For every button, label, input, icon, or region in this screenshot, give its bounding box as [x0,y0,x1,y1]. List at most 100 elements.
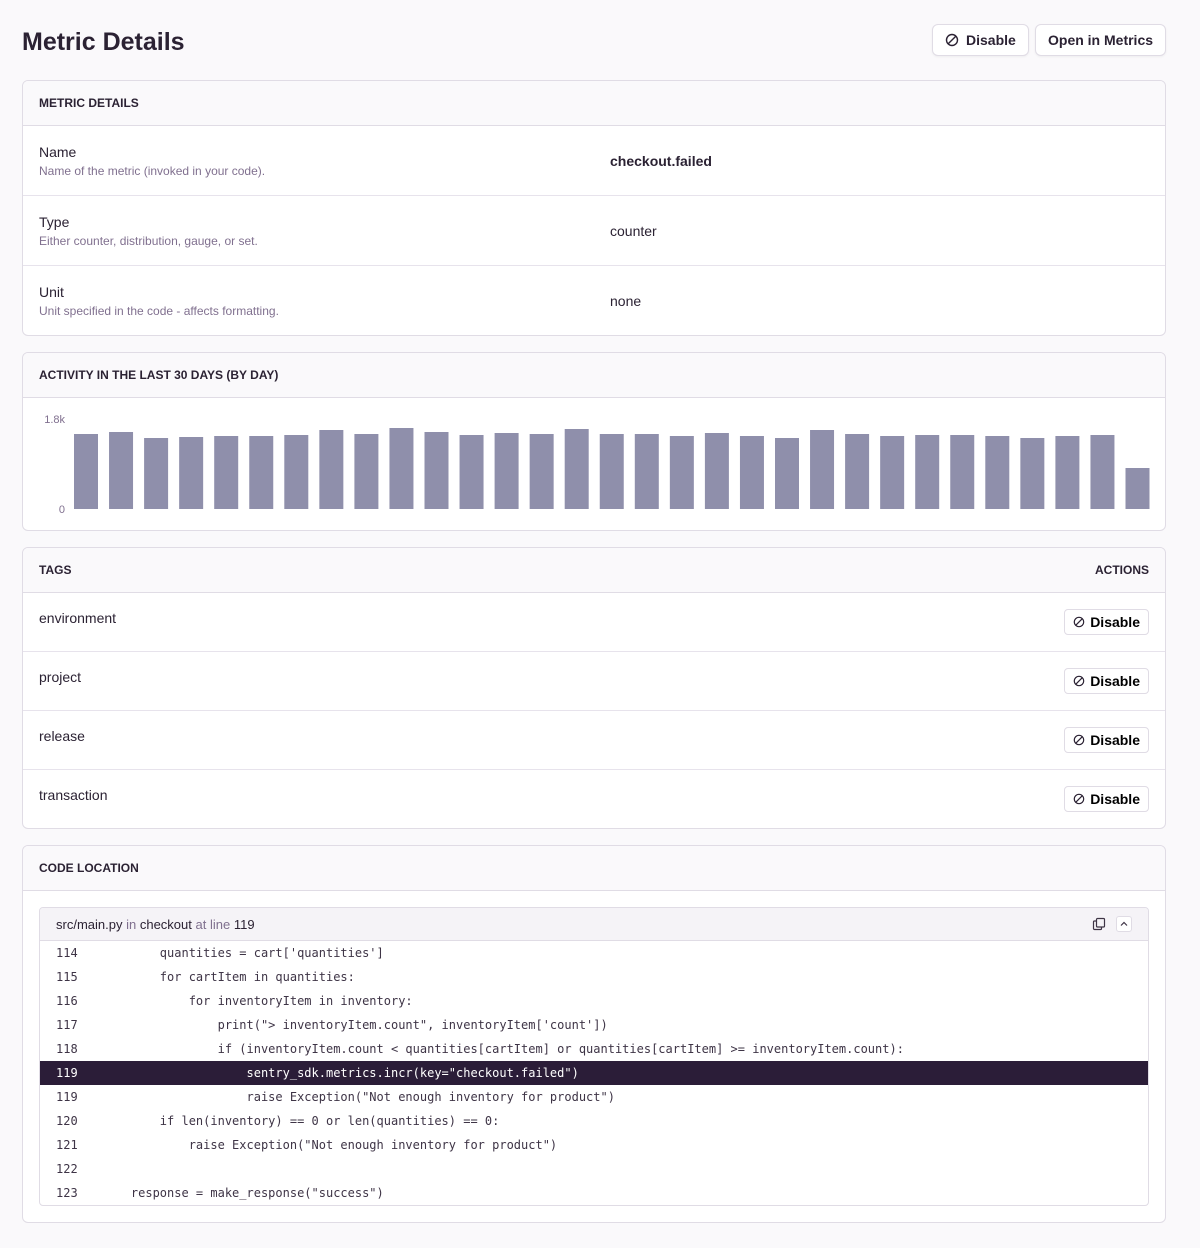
bar [354,434,379,509]
file-name: src/main.py [56,916,123,932]
line-number: 118 [56,1042,78,1056]
bar [880,436,905,509]
code-text: for inventoryItem in inventory: [102,994,413,1008]
line-number: 119 [56,1090,78,1104]
tag-name: project [39,669,82,685]
chevron-up-icon [1120,921,1128,926]
bar [845,434,870,509]
bar [179,437,204,509]
bar [775,438,799,509]
panel-header: Metric Details [23,81,1165,126]
detail-label: Name [39,143,77,160]
disable-tag-button[interactable]: Disable [1064,668,1149,694]
copy-icon[interactable] [1092,917,1106,931]
code-text: sentry_sdk.metrics.incr(key="checkout.fa… [102,1066,579,1080]
bar [739,436,764,509]
code-line: 116 for inventoryItem in inventory: [40,989,1148,1013]
activity-chart: 0 1.8k [44,414,1150,516]
line-number: 119 [56,1066,78,1080]
code-line: 119 raise Exception("Not enough inventor… [40,1085,1148,1109]
disable-label: Disable [966,32,1016,48]
actions-header: Actions [1095,563,1149,577]
y-tick-label: 1.8k [44,414,65,426]
code-text: raise Exception("Not enough inventory fo… [102,1138,558,1152]
bar [494,433,519,509]
detail-row: Name Name of the metric (invoked in your … [23,126,1165,196]
detail-description: Either counter, distribution, gauge, or … [39,233,258,248]
code-line: 117 print("> inventoryItem.count", inven… [40,1013,1148,1037]
detail-label: Unit [39,284,64,300]
at-line-text: at line [195,916,231,932]
bar [669,436,694,509]
bar [424,432,449,509]
detail-value: counter [610,222,657,239]
collapse-button[interactable] [1116,916,1132,932]
code-text: for cartItem in quantities: [102,970,355,984]
bar [74,434,98,509]
bar [1125,468,1150,509]
line-number: 121 [56,1138,78,1152]
code-block: src/main.py in checkout at line 119 114 … [39,907,1149,1206]
code-line: 114 quantities = cart['quantities'] [40,941,1148,965]
panel-header: Activity in the last 30 days (by day) [23,353,1165,398]
code-text: raise Exception("Not enough inventory fo… [102,1090,615,1104]
tag-name: environment [39,610,117,626]
disable-tag-button[interactable]: Disable [1064,609,1149,635]
disable-label: Disable [1090,791,1140,807]
code-line: 118 if (inventoryItem.count < quantities… [40,1037,1148,1061]
bar [915,435,940,509]
tag-row: release Disable [23,711,1165,770]
code-text: quantities = cart['quantities'] [102,946,384,960]
code-text: print("> inventoryItem.count", inventory… [102,1018,608,1032]
detail-value: checkout.failed [610,152,712,169]
bar [389,428,414,509]
detail-description: Name of the metric (invoked in your code… [39,163,266,178]
tag-name: release [39,728,85,744]
bar [1020,438,1045,509]
disable-tag-button[interactable]: Disable [1064,786,1149,812]
bar [634,434,659,509]
disable-icon [1073,616,1085,628]
bar [810,430,835,509]
line-number: 115 [56,970,78,984]
disable-label: Disable [1090,673,1140,689]
tags-header: Tags [39,563,72,577]
bar [599,434,624,509]
bar [1090,435,1115,509]
detail-label: Type [39,213,70,230]
code-line: 120 if len(inventory) == 0 or len(quanti… [40,1109,1148,1133]
bar [284,435,309,509]
tag-row: environment Disable [23,593,1165,652]
bar [144,438,169,509]
panel-header: Code Location [23,846,1165,891]
disable-icon [1073,734,1085,746]
tag-row: project Disable [23,652,1165,711]
bar [950,435,975,509]
disable-label: Disable [1090,732,1140,748]
tag-row: transaction Disable [23,770,1165,828]
line-number: 114 [56,946,78,960]
disable-metric-button[interactable]: Disable [932,24,1029,56]
open-in-metrics-button[interactable]: Open in Metrics [1035,24,1167,56]
disable-label: Disable [1090,614,1140,630]
disable-icon [945,33,959,47]
function-name: checkout [139,916,192,932]
line-number: 123 [56,1186,78,1200]
metric-details-panel: Metric Details Name Name of the metric (i… [22,80,1166,336]
code-text: if (inventoryItem.count < quantities[car… [102,1042,904,1056]
line-number: 116 [56,994,78,1008]
line-number: 119 [233,916,255,932]
bar [249,436,274,509]
activity-panel: Activity in the last 30 days (by day) 0 1… [22,352,1166,531]
line-number: 117 [56,1018,78,1032]
bar [704,433,729,509]
code-line: 119 sentry_sdk.metrics.incr(key="checkou… [40,1061,1148,1085]
code-location-panel: Code Location src/main.py in checkout at… [22,845,1166,1223]
disable-tag-button[interactable]: Disable [1064,727,1149,753]
bar [109,432,134,509]
code-line: 122 [40,1157,1148,1181]
bar [319,430,344,509]
bar [214,436,239,509]
code-line: 115 for cartItem in quantities: [40,965,1148,989]
code-text: if len(inventory) == 0 or len(quantities… [102,1114,500,1128]
